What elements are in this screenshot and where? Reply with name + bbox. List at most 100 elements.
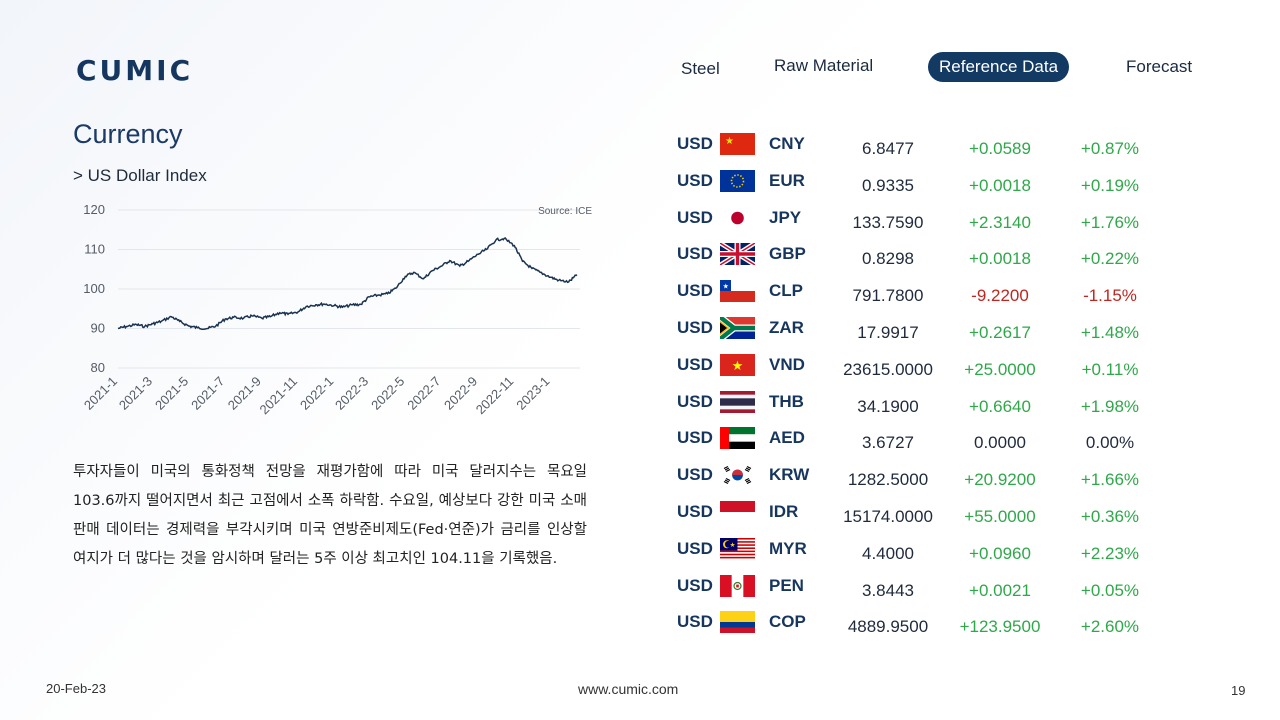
rate-change: +20.9200 <box>964 470 1036 490</box>
base-currency: USD <box>677 317 713 337</box>
exchange-rate: 6.8477 <box>862 139 914 158</box>
cn-flag-icon: ★ <box>720 133 755 155</box>
exchange-rate: 23615.0000 <box>843 359 933 379</box>
pe-flag-icon <box>720 574 755 597</box>
x-tick-label: 2021-11 <box>257 374 301 418</box>
rate-change-percent: -1.15% <box>1083 286 1137 306</box>
quote-currency: GBP <box>769 244 806 264</box>
footer-url[interactable]: www.cumic.com <box>578 681 679 697</box>
x-tick-label: 2022-5 <box>368 374 407 413</box>
footer-date: 20-Feb-23 <box>46 681 106 696</box>
currency-row-cop: USD COP 4889.9500 +123.9500 +2.60% <box>670 604 1170 641</box>
base-currency: USD <box>677 538 713 558</box>
my-flag-icon: ★ <box>720 537 755 560</box>
rate-change-percent: +0.22% <box>1080 249 1140 269</box>
y-tick-label: 80 <box>91 360 105 375</box>
quote-currency: AED <box>769 428 805 448</box>
rate-change-percent: +1.66% <box>1080 470 1140 490</box>
x-tick-label: 2021-7 <box>188 374 227 413</box>
rate-change: +0.0018 <box>969 175 1031 195</box>
rate-change-percent: +0.36% <box>1080 506 1140 526</box>
currency-row-idr: USD IDR 15174.0000 +55.0000 +0.36% <box>670 494 1170 531</box>
currency-row-myr: USD ★ MYR 4.4000 +0.0960 +2.23% <box>670 531 1170 568</box>
x-tick-label: 2023-1 <box>513 374 552 413</box>
y-tick-label: 100 <box>83 281 105 296</box>
exchange-rate: 3.6727 <box>862 433 914 453</box>
nav-raw-material[interactable]: Raw Material <box>774 56 874 75</box>
currency-row-krw: USD KRW 1282.5000 +20.9200 +1.66% <box>670 457 1170 494</box>
quote-currency: VND <box>769 354 805 374</box>
co-flag-icon <box>720 611 755 634</box>
id-flag-icon <box>720 500 755 523</box>
rate-change: +55.0000 <box>964 506 1036 526</box>
base-currency: USD <box>677 244 713 264</box>
cl-flag-icon: ★ <box>720 280 755 303</box>
page-number: 19 <box>1231 683 1246 698</box>
rate-change: +0.2617 <box>969 322 1031 342</box>
rate-change: -9.2200 <box>971 286 1029 306</box>
currency-row-jpy: USD JPY 133.7590 +2.3140 +1.76% <box>670 200 1170 237</box>
rate-change: +25.0000 <box>964 359 1036 379</box>
rate-change: +0.0021 <box>969 580 1031 600</box>
quote-currency: THB <box>769 391 804 411</box>
base-currency: USD <box>677 354 713 374</box>
svg-text:★: ★ <box>725 136 734 147</box>
exchange-rate: 0.8298 <box>862 249 914 269</box>
currency-row-gbp: USD GBP 0.8298 +0.0018 +0.22% <box>670 236 1170 273</box>
currency-row-eur: USD EUR 0.9335 +0.0018 +0.19% <box>670 163 1170 200</box>
base-currency: USD <box>677 207 713 227</box>
rate-change: +0.0018 <box>969 249 1031 269</box>
market-commentary: 투자자들이 미국의 통화정책 전망을 재평가함에 따라 미국 달러지수는 목요일… <box>73 464 587 567</box>
quote-currency: MYR <box>769 538 807 558</box>
currency-row-cny: USD ★ CNY 6.8477 +0.0589 +0.87% <box>670 126 1170 163</box>
quote-currency: KRW <box>769 465 810 485</box>
x-tick-label: 2022-3 <box>332 374 371 413</box>
quote-currency: IDR <box>769 501 799 521</box>
base-currency: USD <box>677 465 713 485</box>
vn-flag-icon: ★ <box>720 353 755 376</box>
nav-reference-data[interactable]: Reference Data <box>928 52 1070 82</box>
quote-currency: CNY <box>769 134 805 153</box>
currency-row-aed: USD AED 3.6727 0.0000 0.00% <box>670 420 1170 457</box>
rate-change: +0.0960 <box>969 543 1031 563</box>
quote-currency: PEN <box>769 575 804 595</box>
rate-change-percent: +0.11% <box>1081 359 1139 379</box>
y-tick-label: 110 <box>84 242 105 257</box>
base-currency: USD <box>677 134 713 153</box>
y-tick-label: 120 <box>83 202 105 217</box>
svg-text:★: ★ <box>723 283 729 291</box>
eu-flag-icon <box>720 169 755 192</box>
base-currency: USD <box>677 501 713 521</box>
rate-change-percent: +2.60% <box>1080 617 1140 637</box>
exchange-rate: 0.9335 <box>862 175 914 195</box>
chart-subtitle: > US Dollar Index <box>73 166 207 185</box>
base-currency: USD <box>677 575 713 595</box>
rate-change-percent: +0.05% <box>1080 580 1140 600</box>
za-flag-icon <box>720 316 755 339</box>
page-title: Currency <box>73 119 183 149</box>
x-tick-label: 2022-11 <box>473 374 517 418</box>
rate-change: +2.3140 <box>969 212 1031 232</box>
currency-row-pen: USD PEN 3.8443 +0.0021 +0.05% <box>670 568 1170 605</box>
exchange-rate: 1282.5000 <box>847 470 929 490</box>
base-currency: USD <box>677 612 713 632</box>
exchange-rate: 3.8443 <box>862 580 914 600</box>
y-tick-label: 90 <box>91 321 105 336</box>
exchange-rate: 15174.0000 <box>843 506 933 526</box>
currency-row-clp: USD ★ CLP 791.7800 -9.2200 -1.15% <box>670 273 1170 310</box>
nav-steel[interactable]: Steel <box>681 59 720 78</box>
nav-forecast[interactable]: Forecast <box>1126 57 1193 76</box>
svg-text:★: ★ <box>730 542 736 549</box>
base-currency: USD <box>677 170 713 190</box>
us-dollar-index-chart: 120 110 100 90 80 2021-12021-32021-52021-720… <box>81 202 592 418</box>
exchange-rate: 34.1900 <box>857 396 919 416</box>
base-currency: USD <box>677 391 713 411</box>
chart-gridlines <box>118 209 580 369</box>
currency-row-thb: USD THB 34.1900 +0.6640 +1.98% <box>670 384 1170 421</box>
x-axis-ticks: 2021-12021-32021-52021-72021-92021-11202… <box>81 374 553 418</box>
rate-change-percent: +1.98% <box>1080 396 1140 416</box>
rate-change-percent: +0.19% <box>1080 175 1140 195</box>
quote-currency: JPY <box>769 207 802 227</box>
quote-currency: CLP <box>769 281 803 301</box>
exchange-rate: 4.4000 <box>862 543 914 563</box>
